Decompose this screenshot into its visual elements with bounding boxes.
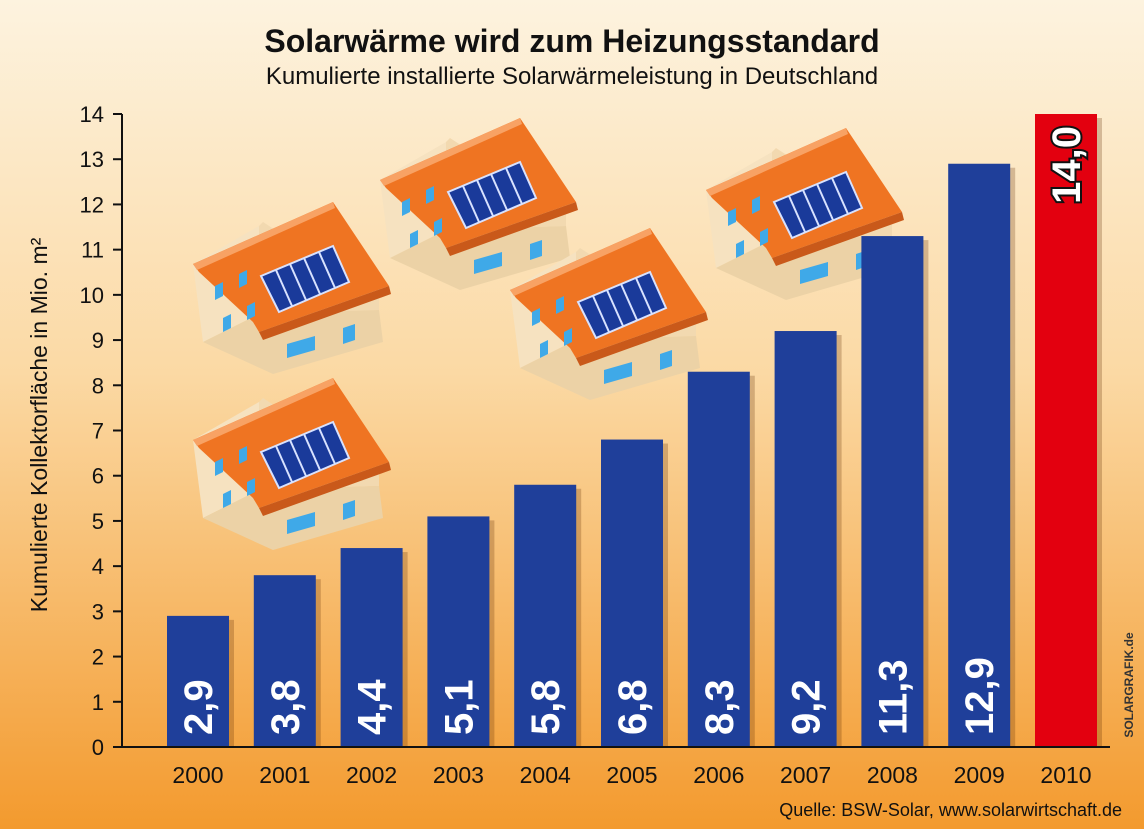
data-label-2000: 2,9 [177,679,221,735]
data-label-2003: 5,1 [437,679,481,735]
bar-2001 [253,575,316,747]
data-label-2004: 5,8 [524,679,568,735]
y-tick-label: 2 [92,645,104,670]
bar-series: 2,9 3,8 4,4 5,1 5,8 6,8 8,3 9,2 11,3 12,9 14,0 [167,114,1102,748]
chart-title: Solarwärme wird zum Heizungsstandard [264,23,879,59]
y-tick-label: 9 [92,328,104,353]
source-note: Quelle: BSW-Solar, www.solarwirtschaft.d… [779,800,1122,820]
bar-2006 [687,371,750,747]
chart-subtitle: Kumulierte installierte Solarwärmeleistu… [266,63,878,90]
x-tick-label: 2002 [346,762,397,788]
y-tick-label: 5 [92,509,104,534]
y-tick-label: 10 [80,283,104,308]
x-tick-label: 2005 [606,762,657,788]
x-tick-label: 2006 [693,762,744,788]
y-tick-label: 13 [80,147,104,172]
y-tick-label: 14 [80,102,104,127]
bar-2004 [514,484,577,747]
data-label-2002: 4,4 [351,679,395,735]
y-axis-label: Kumulierte Kollektorfläche in Mio. m² [26,237,52,612]
y-tick-label: 8 [92,373,104,398]
x-tick-label: 2000 [172,762,223,788]
data-label-2006: 8,3 [698,679,742,735]
y-tick-label: 0 [92,735,104,760]
bar-2000 [167,615,229,747]
y-tick-label: 6 [92,464,104,489]
bar-2010 [1035,114,1097,747]
y-tick-label: 7 [92,419,104,444]
y-tick-label: 3 [92,599,104,624]
bar-2007 [774,331,837,747]
x-tick-label: 2010 [1040,762,1091,788]
x-tick-label: 2004 [520,762,571,788]
data-label-2008: 11,3 [871,659,915,735]
y-tick-label: 4 [92,554,104,579]
data-label-2007: 9,2 [785,679,829,735]
x-tick-label: 2009 [954,762,1005,788]
x-axis: 2000 2001 2002 2003 2004 2005 2006 2007 2008 2009… [122,746,1110,788]
data-label-2001: 3,8 [264,679,308,735]
bar-2002 [340,548,403,747]
y-tick-label: 11 [81,238,104,263]
bar-2003 [427,516,490,747]
y-tick-label: 12 [80,192,104,217]
credit-watermark: SOLARGRAFIK.de [1122,632,1136,738]
x-tick-label: 2008 [867,762,918,788]
bar-2009 [948,163,1011,747]
bar-2008 [861,236,924,748]
data-label-2009: 12,9 [958,657,1002,735]
x-tick-label: 2007 [780,762,831,788]
y-tick-label: 1 [92,690,104,715]
x-tick-label: 2003 [433,762,484,788]
data-label-2005: 6,8 [611,679,655,735]
x-tick-label: 2001 [259,762,310,788]
bar-2005 [601,439,663,747]
data-label-2010: 14,0 [1045,126,1089,204]
